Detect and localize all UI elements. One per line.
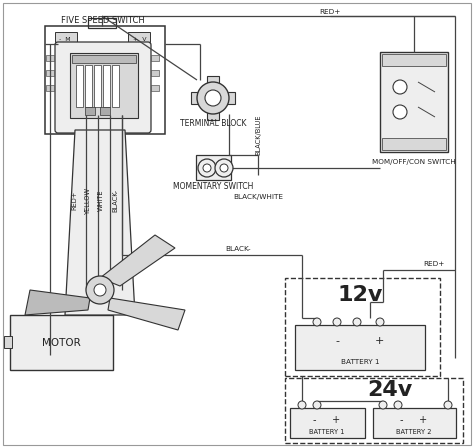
Bar <box>151 70 159 76</box>
Circle shape <box>379 401 387 409</box>
Circle shape <box>215 159 233 177</box>
Text: BLACK-: BLACK- <box>112 189 118 211</box>
Circle shape <box>444 401 452 409</box>
Text: TERMINAL BLOCK: TERMINAL BLOCK <box>180 119 246 128</box>
Circle shape <box>393 105 407 119</box>
Text: BATTERY 2: BATTERY 2 <box>396 429 432 435</box>
Circle shape <box>94 284 106 296</box>
Bar <box>382 138 446 150</box>
Bar <box>10 315 113 370</box>
Bar <box>46 70 54 76</box>
Bar <box>46 55 54 61</box>
Bar <box>285 278 440 376</box>
Polygon shape <box>108 298 185 330</box>
Circle shape <box>205 90 221 106</box>
Text: -     +: - + <box>401 415 428 425</box>
Text: RED+: RED+ <box>423 261 444 267</box>
Circle shape <box>393 80 407 94</box>
Bar <box>151 85 159 91</box>
Bar <box>285 378 463 443</box>
Text: -  M: - M <box>59 36 71 42</box>
Bar <box>128 32 150 42</box>
Circle shape <box>197 82 229 114</box>
Bar <box>4 336 12 348</box>
Text: BATTERY 1: BATTERY 1 <box>341 359 379 365</box>
Bar <box>112 65 119 107</box>
Text: MOTOR: MOTOR <box>42 338 81 348</box>
Text: BLACK/WHITE: BLACK/WHITE <box>233 194 283 200</box>
Bar <box>207 108 219 120</box>
Bar <box>382 54 446 66</box>
Circle shape <box>353 318 361 326</box>
Bar <box>55 32 77 42</box>
Circle shape <box>333 318 341 326</box>
Text: +  V: + V <box>133 36 147 42</box>
Bar <box>223 92 235 104</box>
Text: FIVE SPEED SWITCH: FIVE SPEED SWITCH <box>61 16 145 25</box>
Bar <box>88 18 116 28</box>
Text: RED+: RED+ <box>319 9 341 15</box>
Circle shape <box>313 401 321 409</box>
Bar <box>70 53 138 118</box>
Bar <box>380 52 448 152</box>
Text: -          +: - + <box>336 336 384 346</box>
Bar <box>207 76 219 88</box>
Bar <box>373 408 456 438</box>
Polygon shape <box>65 130 135 315</box>
Text: 12v: 12v <box>337 285 383 305</box>
Text: MOMENTARY SWITCH: MOMENTARY SWITCH <box>173 181 253 190</box>
Bar <box>295 325 425 370</box>
Circle shape <box>394 401 402 409</box>
Bar <box>46 85 54 91</box>
Bar <box>72 55 136 63</box>
Text: BLACK-: BLACK- <box>225 246 251 252</box>
Text: BATTERY 1: BATTERY 1 <box>310 429 345 435</box>
Bar <box>45 26 165 134</box>
Text: RED+: RED+ <box>71 190 77 210</box>
Text: WHITE: WHITE <box>98 189 104 211</box>
Bar <box>85 65 92 107</box>
Circle shape <box>198 159 216 177</box>
Polygon shape <box>100 235 175 286</box>
Circle shape <box>298 401 306 409</box>
Circle shape <box>220 164 228 172</box>
Bar <box>290 408 365 438</box>
Polygon shape <box>25 290 90 315</box>
Bar <box>100 107 110 115</box>
Text: BLACK/BLUE: BLACK/BLUE <box>255 115 261 155</box>
Bar <box>151 55 159 61</box>
Bar <box>85 107 95 115</box>
Bar <box>103 65 110 107</box>
Text: 24v: 24v <box>367 380 413 400</box>
FancyBboxPatch shape <box>55 42 151 133</box>
Circle shape <box>313 318 321 326</box>
Circle shape <box>376 318 384 326</box>
Text: -     +: - + <box>313 415 340 425</box>
Bar <box>191 92 203 104</box>
Circle shape <box>86 276 114 304</box>
Bar <box>94 65 101 107</box>
Bar <box>196 155 231 180</box>
Circle shape <box>203 164 211 172</box>
Bar <box>76 65 83 107</box>
Text: MOM/OFF/CON SWITCH: MOM/OFF/CON SWITCH <box>372 159 456 165</box>
Text: YELLOW: YELLOW <box>85 186 91 214</box>
